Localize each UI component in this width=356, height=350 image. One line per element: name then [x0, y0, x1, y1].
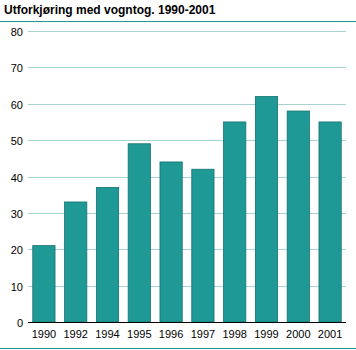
bar: [96, 187, 118, 322]
y-tick-label: 80: [11, 26, 23, 38]
grid-line: [28, 67, 346, 68]
bar: [160, 162, 182, 322]
bar: [287, 111, 309, 322]
bar: [128, 144, 150, 322]
x-tick-label: 1994: [95, 328, 119, 340]
grid-line: [28, 322, 346, 323]
bars: [33, 96, 341, 322]
title-rule: [0, 21, 356, 22]
bar: [224, 122, 246, 322]
y-tick-label: 0: [17, 317, 23, 329]
bar: [319, 122, 341, 322]
y-tick-label: 50: [11, 135, 23, 147]
x-tick-label: 1996: [159, 328, 183, 340]
y-tick-label: 60: [11, 99, 23, 111]
x-tick-label: 1998: [222, 328, 246, 340]
grid-line: [28, 31, 346, 32]
bottom-rule: [0, 348, 356, 349]
x-tick-label: 1990: [32, 328, 56, 340]
x-tick-label: 1997: [191, 328, 215, 340]
bar: [192, 169, 214, 322]
y-tick-label: 40: [11, 172, 23, 184]
bar: [255, 96, 277, 322]
y-tick-label: 10: [11, 281, 23, 293]
x-tick-label: 2001: [318, 328, 342, 340]
x-tick-label: 2000: [286, 328, 310, 340]
title: Utforkjøring med vogntog. 1990-2001: [4, 3, 216, 17]
x-tick-label: 1999: [254, 328, 278, 340]
bar: [33, 246, 55, 322]
x-tick-label: 1995: [127, 328, 151, 340]
y-tick-label: 70: [11, 62, 23, 74]
x-axis: [28, 322, 346, 323]
bar: [65, 202, 87, 322]
grid-line: [28, 104, 346, 105]
y-tick-label: 20: [11, 244, 23, 256]
x-tick-label: 1992: [63, 328, 87, 340]
y-tick-label: 30: [11, 208, 23, 220]
chart: Utforkjøring med vogntog. 1990-2001 0 10 20…: [0, 0, 356, 350]
